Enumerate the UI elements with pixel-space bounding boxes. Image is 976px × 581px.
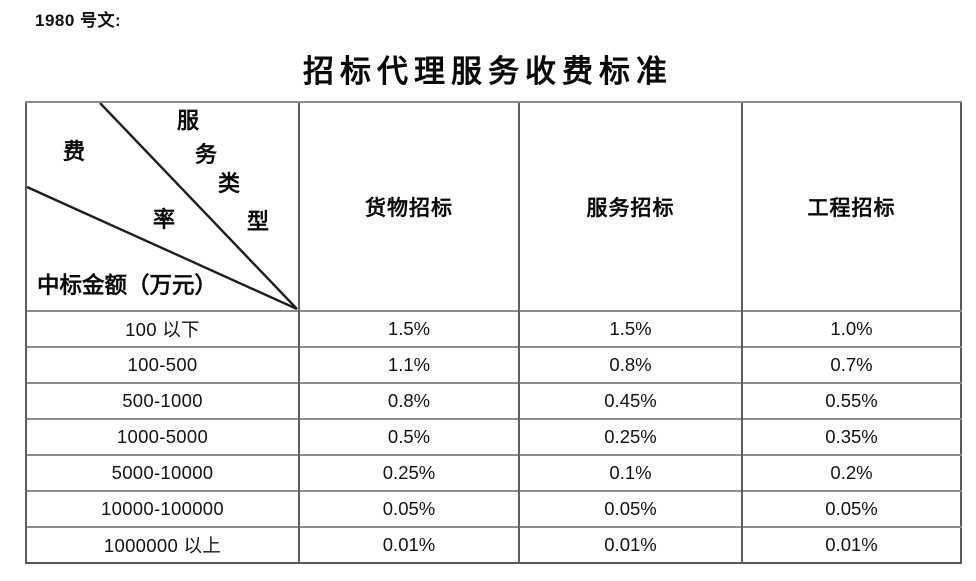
rate-cell: 1.0% (741, 310, 961, 347)
range-cell: 500-1000 (25, 382, 299, 419)
corner-row-axis-label: 中标金额（万元） (37, 273, 218, 298)
column-header-goods: 货物招标 (298, 101, 519, 311)
range-cell: 1000000 以上 (25, 526, 299, 563)
doc-number-label: 1980 号文: (35, 11, 122, 30)
rate-cell: 0.8% (298, 382, 519, 419)
table-row: 100-500 1.1% 0.8% 0.7% (25, 346, 961, 383)
rate-cell: 1.5% (518, 310, 742, 347)
corner-service-char-1: 服 (177, 108, 200, 133)
diagonal-corner-content: 费 服 务 类 率 型 中标金额（万元） (28, 104, 298, 310)
rate-cell: 1.1% (298, 346, 519, 383)
rate-cell: 0.01% (518, 526, 742, 563)
rate-cell: 0.2% (741, 454, 961, 491)
table-row: 100 以下 1.5% 1.5% 1.0% (25, 310, 961, 347)
range-cell: 5000-10000 (25, 454, 299, 491)
diagonal-lines (28, 104, 298, 310)
corner-service-char-4: 型 (247, 209, 270, 234)
page-title: 招标代理服务收费标准 (303, 54, 673, 89)
rate-cell: 0.05% (298, 490, 519, 527)
rate-cell: 0.1% (518, 454, 742, 491)
rate-cell: 0.05% (741, 490, 961, 527)
rate-cell: 0.35% (741, 418, 961, 455)
rate-cell: 0.01% (741, 526, 961, 563)
diagonal-corner-cell: 费 服 务 类 率 型 中标金额（万元） (25, 101, 299, 311)
rate-cell: 0.7% (741, 346, 961, 383)
rate-cell: 0.45% (518, 382, 742, 419)
table-row: 500-1000 0.8% 0.45% 0.55% (25, 382, 961, 419)
rate-cell: 1.5% (298, 310, 519, 347)
rate-cell: 0.8% (518, 346, 742, 383)
column-header-service: 服务招标 (518, 101, 742, 311)
rate-cell: 0.25% (518, 418, 742, 455)
table-row: 1000-5000 0.5% 0.25% 0.35% (25, 418, 961, 455)
rate-cell: 0.25% (298, 454, 519, 491)
rate-cell: 0.55% (741, 382, 961, 419)
range-cell: 10000-100000 (25, 490, 299, 527)
fee-standard-table: 费 服 务 类 率 型 中标金额（万元） 货物招标 服务招标 工程招标 100 … (25, 101, 962, 564)
range-cell: 100-500 (25, 346, 299, 383)
range-cell: 100 以下 (25, 310, 299, 347)
table-row: 1000000 以上 0.01% 0.01% 0.01% (25, 526, 961, 563)
column-header-engineering: 工程招标 (741, 101, 961, 311)
table-row: 10000-100000 0.05% 0.05% 0.05% (25, 490, 961, 527)
rate-cell: 0.05% (518, 490, 742, 527)
rate-cell: 0.01% (298, 526, 519, 563)
rate-cell: 0.5% (298, 418, 519, 455)
corner-service-char-3: 类 (218, 171, 241, 196)
header-row: 费 服 务 类 率 型 中标金额（万元） 货物招标 服务招标 工程招标 (25, 101, 961, 311)
range-cell: 1000-5000 (25, 418, 299, 455)
corner-fee-char: 费 (63, 139, 86, 164)
table-row: 5000-10000 0.25% 0.1% 0.2% (25, 454, 961, 491)
corner-rate-char: 率 (153, 207, 176, 232)
corner-service-char-2: 务 (195, 142, 218, 167)
